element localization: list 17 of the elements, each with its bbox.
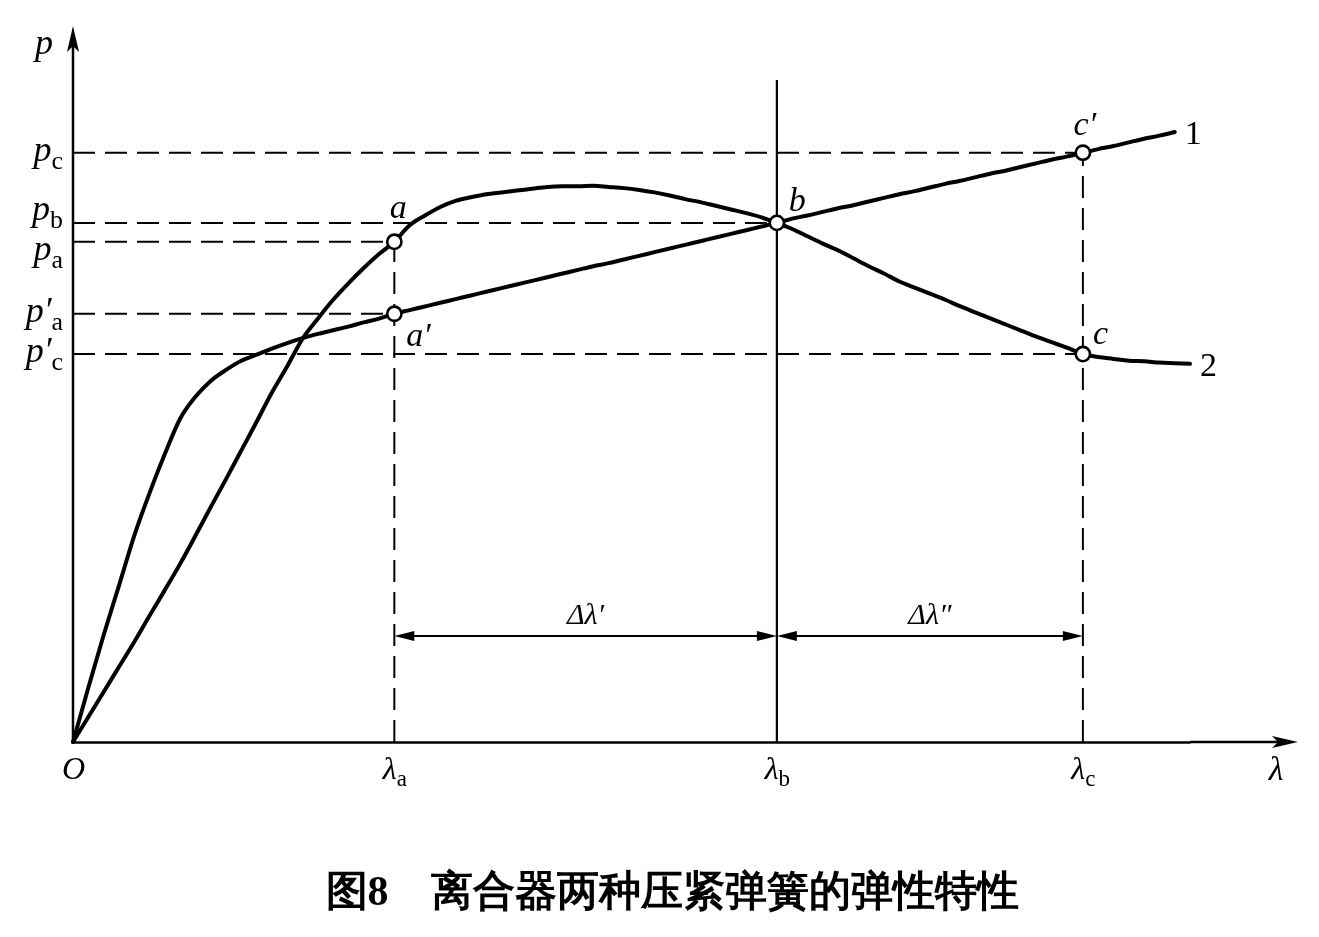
annotation: c′ [1073, 104, 1097, 142]
annotation: a [389, 187, 407, 225]
y-axis-title: p [32, 22, 53, 62]
annotation: Δλ″ [907, 597, 952, 630]
annotation: c [1092, 314, 1108, 352]
series-label: 1 [1184, 114, 1202, 151]
annotation: a′ [406, 315, 432, 353]
series-label: 2 [1200, 345, 1217, 383]
annotation: b [788, 180, 806, 218]
x-tick-label: λ$_{b}$ [763, 749, 791, 791]
x-tick-label: λ$_{a}$ [381, 749, 407, 791]
ref-line-label: p$_{c}$ [30, 128, 63, 175]
x-tick-label: O [61, 749, 86, 786]
x-axis-title: λ [1267, 750, 1284, 787]
annotation: Δλ′ [566, 597, 605, 630]
text: 图8 离合器两种压紧弹簧的弹性特性 [325, 868, 1019, 914]
x-tick-label: λ$_{c}$ [1070, 749, 1096, 791]
